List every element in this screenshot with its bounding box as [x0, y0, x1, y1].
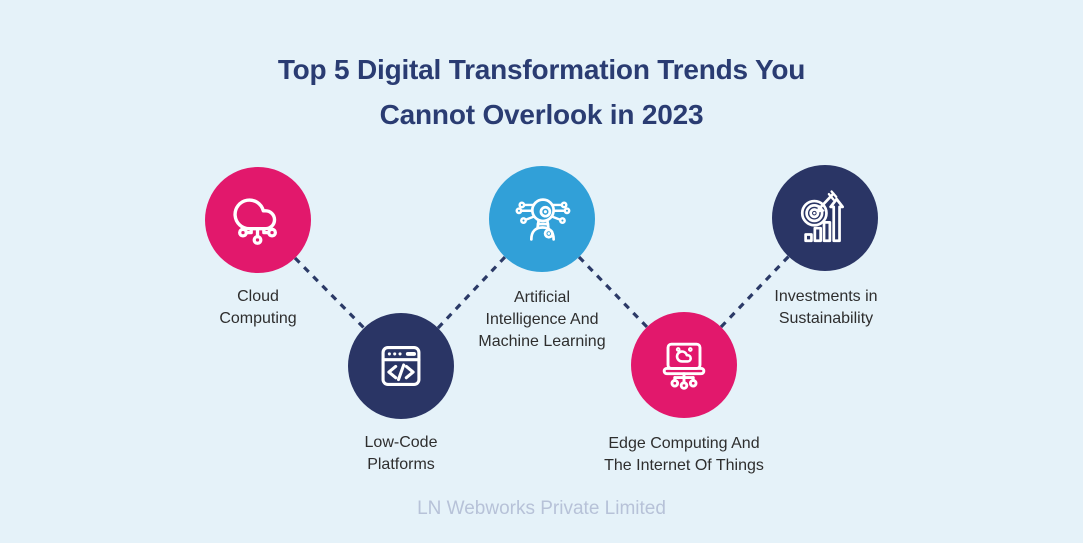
footer-brand-text: LN Webworks Private Limited — [417, 498, 666, 519]
label-line: Platforms — [367, 456, 435, 473]
label-line: Machine Learning — [478, 333, 606, 350]
cloud-computing-circle — [205, 167, 311, 273]
label-line: Artificial — [513, 289, 571, 306]
ai-ml-label: Artificial Intelligence And Machine Lear… — [478, 287, 605, 353]
dashed-connector-4 — [719, 254, 791, 329]
low-code-platforms-circle — [348, 313, 454, 419]
label-line: The Internet Of Things — [604, 457, 764, 474]
target-growth-icon — [800, 190, 844, 243]
laptop-iot-icon — [662, 342, 706, 390]
label-line: Sustainability — [778, 310, 874, 327]
sustainability-circle — [772, 165, 878, 271]
label-line: Edge Computing And — [608, 435, 760, 452]
cloud-network-icon — [227, 189, 289, 245]
dashed-connector-1 — [293, 256, 366, 330]
label-line: Intelligence And — [485, 311, 599, 328]
code-window-icon — [381, 346, 421, 386]
cloud-computing-label: Cloud Computing — [219, 286, 296, 330]
low-code-platforms-label: Low-Code Platforms — [365, 432, 438, 476]
page-title: Top 5 Digital Transformation Trends You … — [0, 47, 1083, 137]
page-title-line-2: Cannot Overlook in 2023 — [379, 99, 704, 130]
edge-iot-label: Edge Computing And The Internet Of Thing… — [604, 433, 764, 477]
sustainability-label: Investments in Sustainability — [774, 286, 877, 330]
label-line: Investments in — [774, 288, 878, 305]
label-line: Low-Code — [364, 434, 438, 451]
label-line: Computing — [219, 310, 297, 327]
ai-ml-circle — [489, 166, 595, 272]
page-title-line-1: Top 5 Digital Transformation Trends You — [277, 54, 806, 85]
ai-robot-icon — [515, 198, 571, 241]
dashed-connector-2 — [436, 255, 507, 330]
edge-iot-circle — [631, 312, 737, 418]
dashed-connector-3 — [577, 255, 649, 329]
label-line: Cloud — [237, 288, 279, 305]
